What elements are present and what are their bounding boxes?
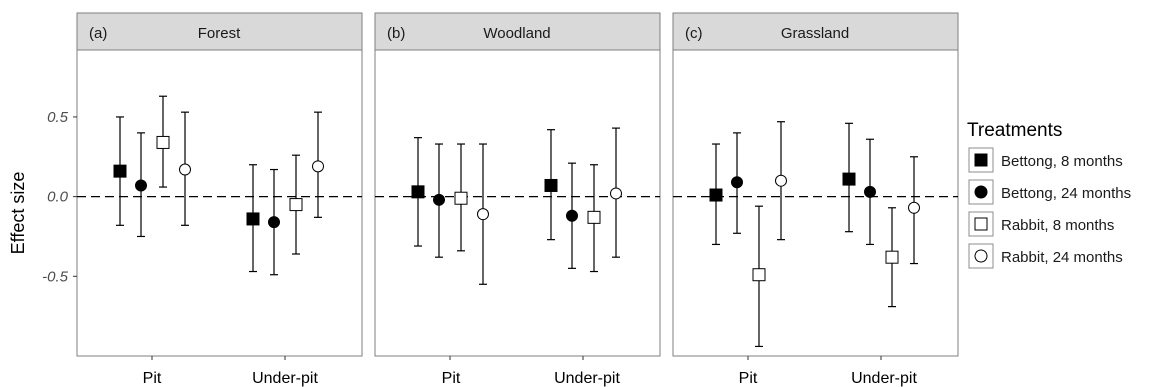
legend-item-bettong-8: Bettong, 8 months (968, 147, 1123, 173)
data-point-square (156, 135, 170, 149)
panel-title: Woodland (483, 25, 550, 42)
y-tick-label: -0.5 (42, 268, 69, 285)
legend-circle-marker (974, 249, 988, 263)
y-axis-ticks: 0.5 0.0 -0.5 (42, 109, 69, 285)
strip-woodland: (b) Woodland (374, 12, 661, 51)
legend-title: Treatments (967, 120, 1062, 141)
panel-tag: (c) (685, 25, 703, 42)
data-point-square (544, 178, 558, 192)
data-point-square (454, 191, 468, 205)
x-tick-label-pit: Pit (143, 370, 162, 387)
legend-label: Rabbit, 8 months (1001, 217, 1114, 234)
data-point-circle (135, 179, 147, 192)
legend-square-marker (974, 153, 988, 167)
panels-layer (73, 49, 959, 360)
panel-tag: (a) (89, 25, 107, 42)
legend-label: Rabbit, 24 months (1001, 249, 1123, 266)
data-point-square (289, 198, 303, 212)
panel-tag: (b) (387, 25, 405, 42)
y-tick-label: 0.5 (47, 109, 69, 126)
data-point-circle (477, 208, 489, 221)
y-tick-label: 0.0 (47, 189, 69, 206)
x-tick-label-under-pit: Under-pit (252, 370, 318, 387)
legend-item-rabbit-24: Rabbit, 24 months (968, 243, 1123, 269)
data-point-square (411, 185, 425, 199)
data-point-circle (433, 193, 445, 206)
data-point-circle (268, 216, 280, 229)
data-point-square (246, 212, 260, 226)
x-tick-label-pit: Pit (739, 370, 758, 387)
x-tick-label-under-pit: Under-pit (554, 370, 620, 387)
data-point-circle (610, 187, 622, 200)
x-tick-label-pit: Pit (442, 370, 461, 387)
data-point-circle (864, 185, 876, 198)
panel-forest (73, 49, 363, 360)
panel-title: Forest (198, 25, 241, 42)
data-point-circle (179, 163, 191, 176)
x-tick-label-under-pit: Under-pit (851, 370, 917, 387)
data-point-circle (566, 209, 578, 222)
data-point-square (113, 164, 127, 178)
legend-item-bettong-24: Bettong, 24 months (968, 179, 1131, 205)
legend-label: Bettong, 8 months (1001, 153, 1123, 170)
legend: Treatments Bettong, 8 months Bettong, 24… (967, 120, 1131, 269)
data-point-square (752, 268, 766, 282)
data-point-square (842, 172, 856, 186)
strip-forest: (a) Forest (76, 12, 363, 51)
strip-grassland: (c) Grassland (672, 12, 959, 51)
panel-woodland (374, 49, 661, 360)
data-point-circle (775, 174, 787, 187)
data-point-square (587, 210, 601, 224)
legend-item-rabbit-8: Rabbit, 8 months (968, 211, 1114, 237)
legend-label: Bettong, 24 months (1001, 185, 1131, 202)
y-axis-label: Effect size (8, 172, 28, 255)
data-point-square (709, 188, 723, 202)
panel-title: Grassland (781, 25, 849, 42)
x-axis-ticks: Pit Under-pit Pit Under-pit Pit Under-pi… (143, 370, 918, 387)
legend-square-marker (974, 217, 988, 231)
panel-border (76, 49, 363, 357)
data-point-square (885, 250, 899, 264)
data-point-circle (908, 201, 920, 214)
data-point-circle (731, 176, 743, 189)
legend-circle-marker (974, 185, 988, 199)
data-point-circle (312, 160, 324, 173)
panel-grassland (672, 49, 959, 360)
